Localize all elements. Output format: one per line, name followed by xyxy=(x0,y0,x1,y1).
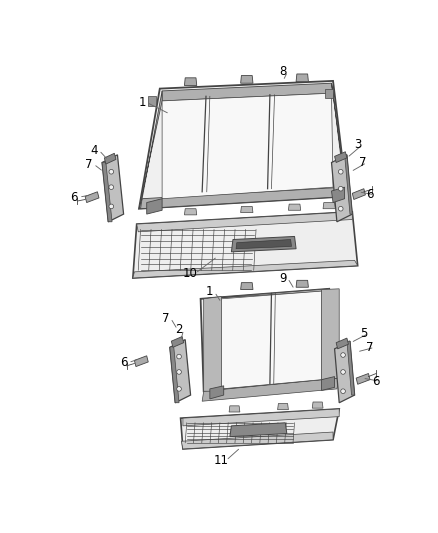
Polygon shape xyxy=(134,356,148,367)
Polygon shape xyxy=(325,88,333,98)
Polygon shape xyxy=(230,423,287,437)
Polygon shape xyxy=(210,386,224,399)
Polygon shape xyxy=(240,206,253,213)
Text: 7: 7 xyxy=(366,341,374,354)
Polygon shape xyxy=(181,432,333,449)
Polygon shape xyxy=(240,282,253,289)
Polygon shape xyxy=(321,289,339,379)
Polygon shape xyxy=(184,209,197,215)
Polygon shape xyxy=(201,289,329,299)
Polygon shape xyxy=(85,192,99,203)
Circle shape xyxy=(177,370,181,374)
Text: 1: 1 xyxy=(138,96,146,109)
Circle shape xyxy=(109,169,113,174)
Polygon shape xyxy=(335,152,347,163)
Polygon shape xyxy=(102,163,112,222)
Polygon shape xyxy=(312,402,323,408)
Polygon shape xyxy=(335,341,355,403)
Polygon shape xyxy=(296,280,308,287)
Polygon shape xyxy=(332,187,345,203)
Text: 7: 7 xyxy=(359,156,366,169)
Polygon shape xyxy=(133,260,358,278)
Polygon shape xyxy=(137,212,352,232)
Text: 5: 5 xyxy=(360,327,367,340)
Polygon shape xyxy=(332,155,352,222)
Polygon shape xyxy=(170,340,191,403)
Polygon shape xyxy=(221,291,321,389)
Polygon shape xyxy=(204,296,221,391)
Polygon shape xyxy=(141,187,347,209)
Text: 1: 1 xyxy=(206,285,214,298)
Polygon shape xyxy=(345,155,352,214)
Polygon shape xyxy=(352,189,365,199)
Circle shape xyxy=(341,370,346,374)
Polygon shape xyxy=(336,338,349,349)
Circle shape xyxy=(339,169,343,174)
Polygon shape xyxy=(180,409,339,449)
Text: 7: 7 xyxy=(85,158,93,171)
Text: 6: 6 xyxy=(71,191,78,204)
Polygon shape xyxy=(170,346,179,403)
Circle shape xyxy=(339,187,343,191)
Text: 6: 6 xyxy=(372,375,379,387)
Text: 7: 7 xyxy=(162,312,170,325)
Text: 11: 11 xyxy=(214,454,229,467)
Polygon shape xyxy=(133,212,358,278)
Circle shape xyxy=(109,204,113,209)
Polygon shape xyxy=(148,96,156,106)
Polygon shape xyxy=(321,377,335,391)
Polygon shape xyxy=(139,81,347,209)
Polygon shape xyxy=(104,154,116,164)
Polygon shape xyxy=(332,83,347,196)
Polygon shape xyxy=(288,204,301,210)
Polygon shape xyxy=(102,155,124,222)
Polygon shape xyxy=(236,239,291,249)
Circle shape xyxy=(177,386,181,391)
Polygon shape xyxy=(162,93,333,199)
Polygon shape xyxy=(139,91,162,209)
Text: 6: 6 xyxy=(366,188,374,201)
Polygon shape xyxy=(296,74,308,82)
Text: 10: 10 xyxy=(183,267,198,280)
Circle shape xyxy=(341,353,346,357)
Polygon shape xyxy=(171,336,184,348)
Polygon shape xyxy=(184,78,197,85)
Circle shape xyxy=(109,185,113,189)
Circle shape xyxy=(339,206,343,211)
Circle shape xyxy=(341,389,346,393)
Text: 2: 2 xyxy=(175,323,183,336)
Polygon shape xyxy=(347,341,355,395)
Polygon shape xyxy=(183,409,339,426)
Polygon shape xyxy=(147,199,162,214)
Circle shape xyxy=(177,354,181,359)
Polygon shape xyxy=(278,403,288,410)
Text: 9: 9 xyxy=(279,271,287,285)
Text: 8: 8 xyxy=(279,65,287,78)
Polygon shape xyxy=(201,289,339,391)
Polygon shape xyxy=(231,237,296,252)
Polygon shape xyxy=(323,203,336,209)
Text: 4: 4 xyxy=(91,144,98,157)
Polygon shape xyxy=(356,374,370,384)
Polygon shape xyxy=(229,406,240,412)
Text: 3: 3 xyxy=(354,138,361,151)
Polygon shape xyxy=(240,76,253,83)
Polygon shape xyxy=(202,378,339,401)
Text: 6: 6 xyxy=(120,356,127,369)
Polygon shape xyxy=(162,83,333,101)
